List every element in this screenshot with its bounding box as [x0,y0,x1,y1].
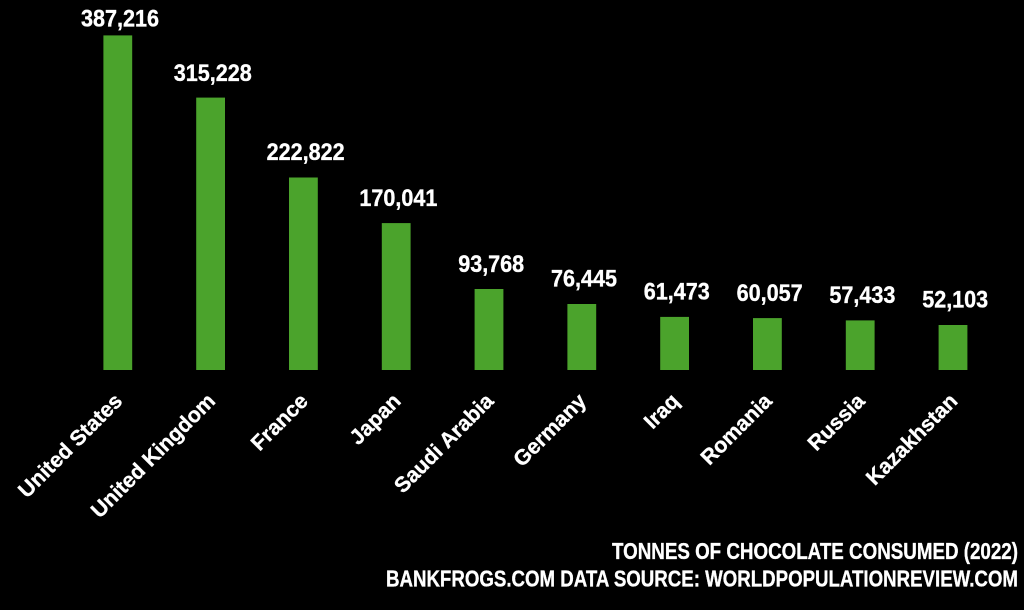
svg-text:57,433: 57,433 [829,283,895,309]
svg-text:76,445: 76,445 [551,267,617,293]
svg-text:222,822: 222,822 [267,140,345,166]
svg-text:170,041: 170,041 [359,186,437,212]
svg-text:93,768: 93,768 [458,252,524,278]
svg-text:315,228: 315,228 [174,61,252,87]
svg-text:52,103: 52,103 [922,287,988,313]
svg-text:BANKFROGS.COM DATA SOURCE: WOR: BANKFROGS.COM DATA SOURCE: WORLDPOPULATI… [386,566,1018,592]
svg-text:61,473: 61,473 [644,280,710,306]
svg-text:TONNES OF CHOCOLATE CONSUMED (: TONNES OF CHOCOLATE CONSUMED (2022) [612,538,1018,564]
svg-text:387,216: 387,216 [81,6,159,32]
svg-text:60,057: 60,057 [737,281,803,307]
